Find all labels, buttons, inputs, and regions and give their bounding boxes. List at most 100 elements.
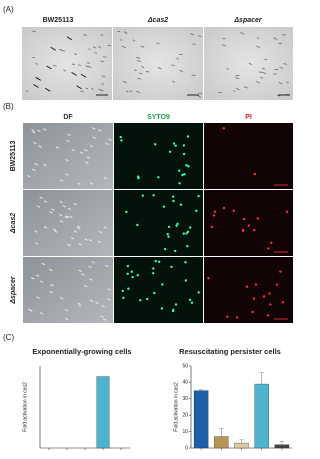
micrograph <box>204 190 293 256</box>
cell <box>273 37 278 40</box>
cell <box>247 224 251 227</box>
arrow <box>44 87 51 92</box>
y-tick-label: 30 <box>182 396 188 402</box>
arrow <box>71 71 77 76</box>
cell <box>107 288 111 291</box>
row-label: Δcas2 <box>10 213 17 234</box>
cell <box>183 172 186 176</box>
cell <box>122 296 125 300</box>
cell <box>34 163 38 166</box>
cell <box>182 232 185 235</box>
cell <box>126 264 130 268</box>
cell <box>67 133 71 137</box>
micrograph <box>114 123 203 189</box>
cell <box>167 225 171 229</box>
cell <box>222 44 227 47</box>
cell <box>69 215 73 219</box>
cell <box>49 268 53 272</box>
cell <box>176 222 179 226</box>
cell <box>172 80 176 83</box>
cell <box>232 209 235 213</box>
cell <box>101 305 105 308</box>
cell <box>107 298 111 301</box>
cell <box>243 86 248 89</box>
cell <box>77 64 82 67</box>
cell <box>176 58 179 60</box>
cell <box>103 226 108 229</box>
cell <box>241 228 245 232</box>
cell <box>119 135 122 139</box>
cell <box>210 225 214 229</box>
cell <box>36 205 41 208</box>
cell <box>64 317 69 321</box>
cell <box>235 316 239 319</box>
cell <box>212 214 216 217</box>
micrograph-row <box>22 27 293 100</box>
cell <box>178 182 181 185</box>
arrow <box>66 36 73 41</box>
cell <box>181 173 184 177</box>
cell <box>235 77 240 79</box>
cell <box>179 203 183 206</box>
cell <box>70 237 75 240</box>
cell <box>126 272 129 276</box>
cell <box>235 88 240 91</box>
cell <box>65 215 70 218</box>
cell <box>279 67 284 69</box>
cell <box>121 45 126 49</box>
cell <box>256 81 260 84</box>
panel-label: (A) <box>3 5 14 14</box>
cell <box>136 223 139 227</box>
cell <box>65 158 69 162</box>
cell <box>58 213 63 217</box>
panel-label: (C) <box>3 333 14 342</box>
cell <box>197 194 200 198</box>
cell <box>97 240 102 244</box>
cell <box>190 33 195 36</box>
micrograph <box>23 190 113 256</box>
cell <box>105 142 109 146</box>
cell <box>277 94 281 97</box>
cell <box>89 182 94 185</box>
cell <box>131 275 134 279</box>
cell <box>268 292 271 295</box>
cell <box>123 31 128 34</box>
cell <box>73 202 78 206</box>
cell <box>256 37 260 40</box>
cell <box>242 217 246 221</box>
cell <box>59 220 64 223</box>
cell <box>100 60 105 63</box>
cell <box>177 169 181 172</box>
micrograph <box>23 257 113 323</box>
bar <box>234 442 249 449</box>
arrow <box>46 65 52 70</box>
cell <box>130 270 134 273</box>
cell <box>137 176 140 180</box>
cell <box>256 45 261 49</box>
cell <box>253 228 256 232</box>
arrow <box>76 85 82 90</box>
cell <box>108 138 112 141</box>
chart-title: Resuscitating persister cells <box>179 347 281 356</box>
cell <box>172 195 175 198</box>
cell <box>39 312 44 315</box>
cell <box>136 90 140 93</box>
cell <box>85 161 89 164</box>
arrow <box>35 76 41 81</box>
cell <box>74 53 77 55</box>
cell <box>226 315 229 318</box>
cell <box>171 64 175 67</box>
cell <box>269 303 272 306</box>
arrow <box>33 84 39 88</box>
cell <box>125 210 128 214</box>
cell <box>162 205 166 208</box>
cell <box>186 135 190 138</box>
column-label: Δcas2 <box>147 17 168 24</box>
cell <box>98 45 102 49</box>
cell <box>161 283 164 286</box>
cell <box>140 45 145 48</box>
cell <box>153 291 156 295</box>
cell <box>187 165 190 168</box>
cell <box>85 87 89 89</box>
cell <box>35 274 40 277</box>
